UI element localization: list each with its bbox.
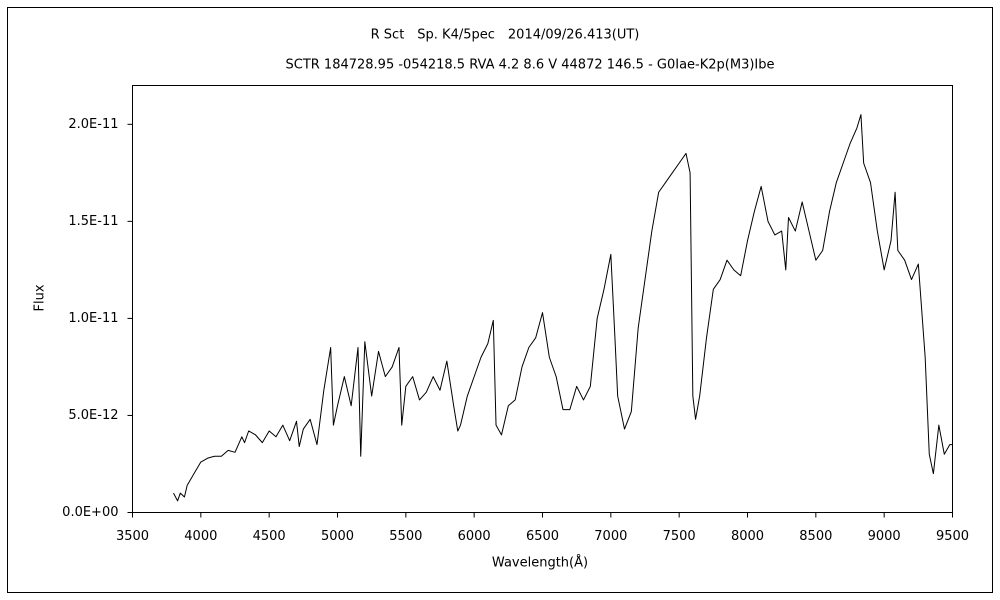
x-tick-label: 9000 <box>868 529 901 544</box>
y-tick-label: 2.0E-11 <box>68 117 118 132</box>
x-tick-label: 5000 <box>321 529 354 544</box>
x-tick-label: 6000 <box>458 529 491 544</box>
x-tick-label: 5500 <box>389 529 422 544</box>
plot-frame <box>132 85 953 513</box>
y-tick-label: 1.5E-11 <box>68 214 118 229</box>
y-axis-label: Flux <box>33 284 48 311</box>
x-axis-label: Wavelength(Å) <box>492 555 588 571</box>
x-tick-label: 3500 <box>116 529 149 544</box>
x-tick-label: 8500 <box>799 529 832 544</box>
x-tick-label: 7000 <box>594 529 627 544</box>
x-tick-label: 9500 <box>936 529 969 544</box>
x-tick-label: 7500 <box>663 529 696 544</box>
x-tick-label: 4000 <box>184 529 217 544</box>
x-tick-label: 4500 <box>253 529 286 544</box>
y-tick-label: 0.0E+00 <box>62 505 118 520</box>
x-tick-label: 8000 <box>731 529 764 544</box>
chart-title: R Sct Sp. K4/5pec 2014/09/26.413(UT) <box>371 28 640 43</box>
y-tick-label: 5.0E-12 <box>68 408 118 423</box>
spectrum-line <box>173 114 953 502</box>
y-tick-label: 1.0E-11 <box>68 311 118 326</box>
chart-border <box>7 7 993 593</box>
x-tick-label: 6500 <box>526 529 559 544</box>
chart-subtitle: SCTR 184728.95 -054218.5 RVA 4.2 8.6 V 4… <box>285 58 774 73</box>
